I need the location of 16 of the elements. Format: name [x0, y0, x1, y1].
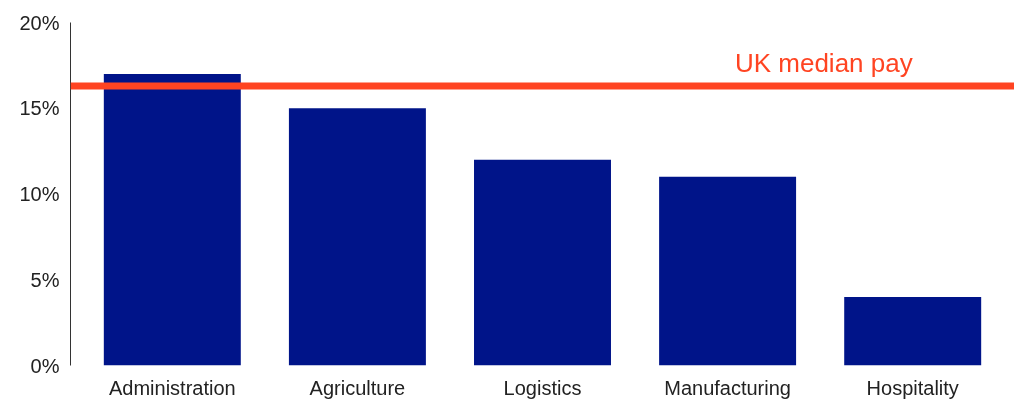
x-tick-label: Agriculture [309, 376, 406, 399]
y-tick-label: 20% [19, 11, 60, 34]
x-tick-label: Hospitality [866, 376, 959, 399]
bar [103, 73, 241, 366]
x-tick-label: Logistics [503, 376, 582, 399]
ref-line-label: UK median pay [734, 47, 913, 78]
bar [659, 176, 797, 366]
y-tick-label: 0% [30, 354, 60, 377]
x-tick-label: Administration [108, 376, 236, 399]
bar [844, 296, 982, 366]
bar [288, 108, 426, 366]
y-tick-label: 10% [19, 183, 60, 205]
y-tick-label: 5% [30, 268, 60, 291]
bar [474, 159, 611, 366]
y-tick-label: 15% [19, 97, 60, 120]
x-tick-label: Manufacturing [664, 376, 791, 399]
